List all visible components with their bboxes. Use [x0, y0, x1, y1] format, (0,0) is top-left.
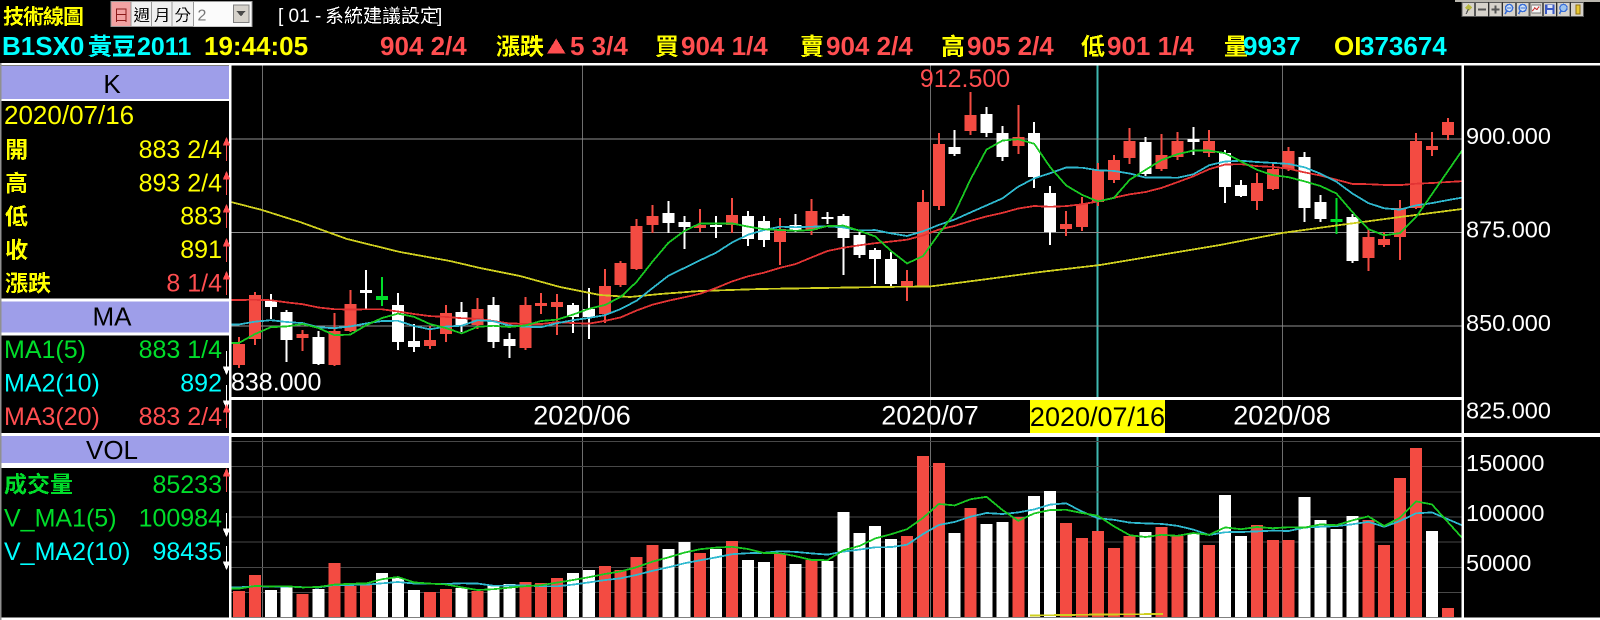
- svg-text:]: ]: [437, 6, 442, 27]
- svg-text:8 1/4: 8 1/4: [166, 270, 222, 298]
- svg-text:MA: MA: [93, 302, 133, 332]
- svg-text:9937: 9937: [1243, 31, 1301, 61]
- svg-text:2020/07/16: 2020/07/16: [4, 100, 134, 130]
- svg-text:850.000: 850.000: [1466, 310, 1551, 336]
- svg-text:K: K: [103, 69, 121, 99]
- svg-text:891: 891: [180, 236, 222, 264]
- svg-text:2020/06: 2020/06: [533, 401, 631, 431]
- svg-text:904 2/4: 904 2/4: [380, 31, 467, 61]
- svg-text:838.000: 838.000: [231, 369, 321, 397]
- svg-text:MA3(20): MA3(20): [4, 403, 100, 431]
- svg-text:904 2/4: 904 2/4: [826, 31, 913, 61]
- svg-text:900.000: 900.000: [1466, 123, 1551, 149]
- svg-text:893 2/4: 893 2/4: [139, 169, 223, 197]
- svg-text:901 1/4: 901 1/4: [1107, 31, 1194, 61]
- svg-text:373674: 373674: [1360, 31, 1447, 61]
- svg-text:2020/07/16: 2020/07/16: [1030, 402, 1165, 432]
- svg-text:MA2(10): MA2(10): [4, 370, 100, 398]
- svg-text:19:44:05: 19:44:05: [204, 31, 308, 61]
- svg-text:825.000: 825.000: [1466, 398, 1551, 424]
- svg-text:100000: 100000: [1466, 500, 1544, 526]
- svg-text:883 1/4: 883 1/4: [139, 336, 223, 364]
- svg-text:905 2/4: 905 2/4: [967, 31, 1054, 61]
- svg-text:904 1/4: 904 1/4: [681, 31, 768, 61]
- svg-text:875.000: 875.000: [1466, 217, 1551, 243]
- svg-text:B1SX0: B1SX0: [2, 31, 84, 61]
- svg-text:OI: OI: [1334, 31, 1361, 61]
- svg-text:2011: 2011: [137, 33, 191, 61]
- svg-text:[ 01 -: [ 01 -: [278, 6, 321, 27]
- svg-text:2020/08: 2020/08: [1233, 401, 1331, 431]
- svg-text:50000: 50000: [1466, 550, 1531, 576]
- svg-text:150000: 150000: [1466, 450, 1544, 476]
- svg-text:VOL: VOL: [86, 435, 138, 465]
- svg-text:892: 892: [180, 370, 222, 398]
- svg-text:98435: 98435: [152, 538, 222, 566]
- svg-text:2: 2: [198, 8, 207, 25]
- svg-text:85233: 85233: [152, 471, 222, 499]
- svg-text:V_MA2(10): V_MA2(10): [4, 538, 130, 566]
- svg-text:2020/07: 2020/07: [881, 401, 979, 431]
- svg-text:912.500: 912.500: [920, 65, 1010, 93]
- svg-text:MA1(5): MA1(5): [4, 336, 86, 364]
- svg-text:883: 883: [180, 203, 222, 231]
- svg-text:V_MA1(5): V_MA1(5): [4, 505, 117, 533]
- svg-text:883 2/4: 883 2/4: [139, 136, 223, 164]
- svg-text:100984: 100984: [139, 505, 223, 533]
- svg-text:883 2/4: 883 2/4: [139, 403, 223, 431]
- svg-text:5 3/4: 5 3/4: [570, 31, 628, 61]
